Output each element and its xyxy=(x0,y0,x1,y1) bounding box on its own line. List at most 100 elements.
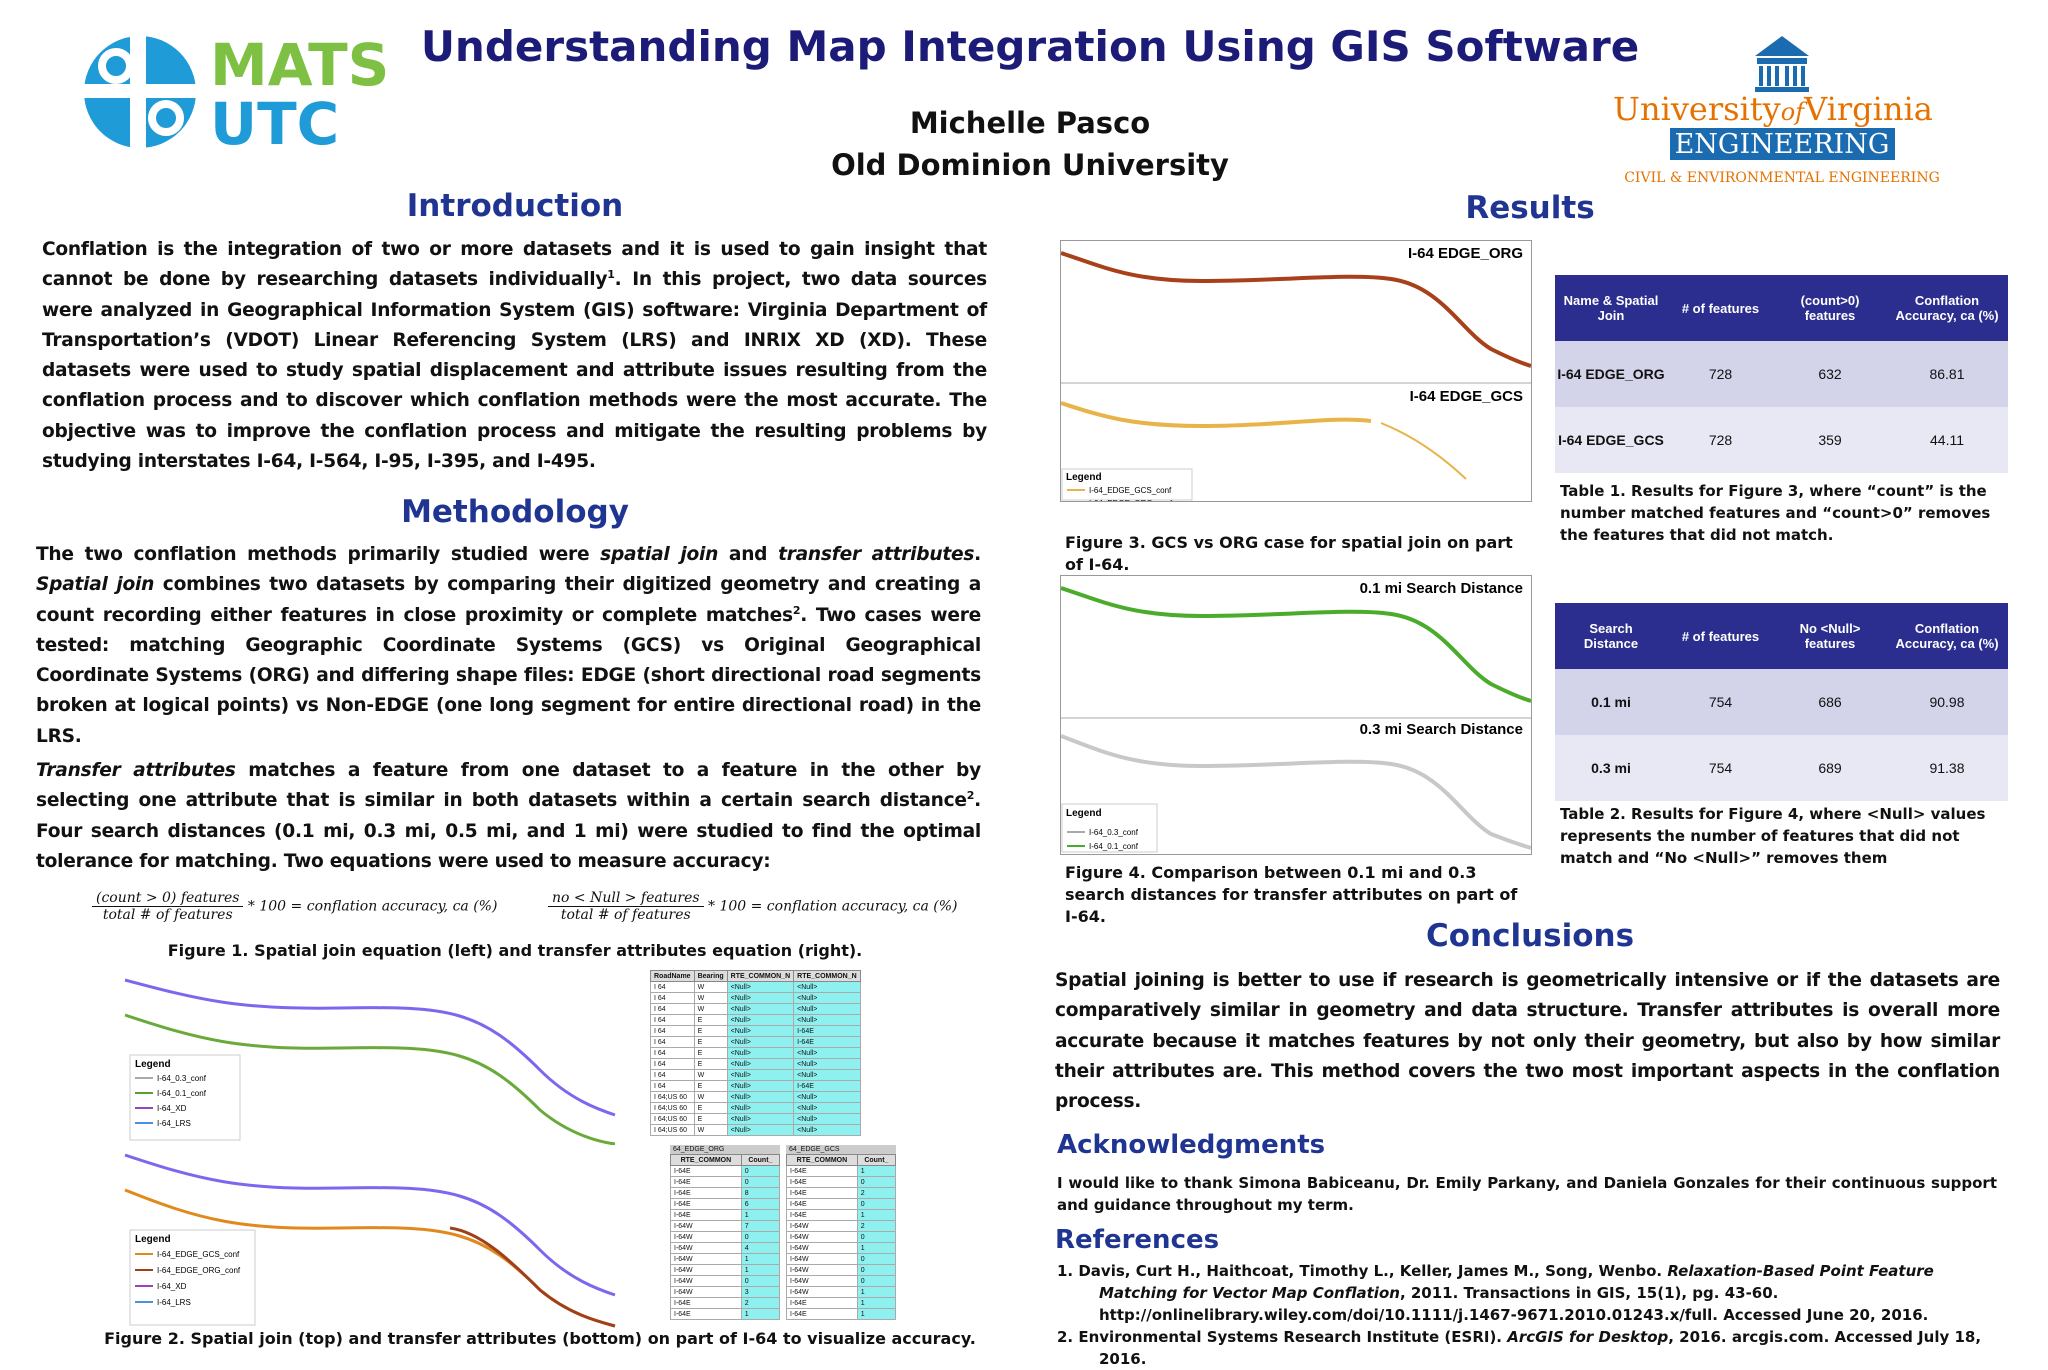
cell: 1 xyxy=(740,1209,781,1221)
cell: I-64E xyxy=(670,1297,742,1309)
results-table: Search Distance # of features No <Null> fe… xyxy=(1555,603,2008,801)
affiliation: Old Dominion University xyxy=(831,148,1229,182)
cell: I-64E xyxy=(786,1176,858,1188)
cell: 2 xyxy=(856,1220,897,1232)
reference: 2. Environmental Systems Research Instit… xyxy=(1057,1326,2007,1370)
cell: W xyxy=(693,1091,728,1103)
legend-box xyxy=(129,1054,241,1141)
legend-title: Legend xyxy=(135,1234,171,1245)
superscript: 2 xyxy=(792,603,801,617)
cell: 0 xyxy=(856,1176,897,1188)
denominator: total # of features xyxy=(560,907,691,923)
italic-run: ArcGIS for Desktop xyxy=(1507,1328,1669,1346)
cell: I-64W xyxy=(670,1253,742,1265)
figure3: I-64 EDGE_ORG I-64 EDGE_GCS Legend I-64_… xyxy=(1060,240,1532,502)
numerator: no < Null > features xyxy=(548,890,704,907)
cell: W xyxy=(693,981,728,993)
table-row: 0.1 mi 754 686 90.98 xyxy=(1555,669,2008,735)
cell: I 64 xyxy=(650,992,695,1004)
column-header: (count>0) features xyxy=(1774,275,1886,341)
text-run: , 2011. Transactions in GIS, 15(1), pg. … xyxy=(1099,1284,1929,1324)
table-row: I-64W 0 xyxy=(786,1253,897,1265)
legend-item: I-64_EDGE_ORG_conf xyxy=(157,1266,241,1275)
table-row: I 64 E <Null> <Null> xyxy=(650,1058,861,1070)
text-run: 1. Davis, Curt H., Haithcoat, Timothy L.… xyxy=(1057,1262,1668,1280)
text-run: The two conflation methods primarily stu… xyxy=(36,544,601,565)
cell: 0 xyxy=(856,1264,897,1276)
cell: I 64 xyxy=(650,1014,695,1026)
cell: <Null> xyxy=(793,1069,861,1081)
legend-title: Legend xyxy=(1066,808,1102,819)
legend-item: I-64_0.3_conf xyxy=(1089,828,1139,837)
italic-run: Relaxation-Based Point Feature Matching … xyxy=(1099,1262,1934,1302)
cell: I 64;US 60 xyxy=(650,1124,695,1136)
conclusions-text: Spatial joining is better to use if rese… xyxy=(1055,970,2000,1113)
uva-word: of xyxy=(1781,98,1808,126)
cell: <Null> xyxy=(793,992,861,1004)
count-tables-wrap: 64_EDGE_ORG RTE_COMMON Count_ I-64E 0 I-64E 0 I… xyxy=(670,1145,897,1320)
legend-box xyxy=(1061,803,1158,853)
table-row: 0.3 mi 754 689 91.38 xyxy=(1555,735,2008,801)
cell: I 64 xyxy=(650,1069,695,1081)
equation-result: * 100 = conflation accuracy, ca (%) xyxy=(247,898,498,915)
cell: <Null> xyxy=(726,1113,795,1125)
cell: E xyxy=(693,1036,728,1048)
figure2-bottom-map: Legend I-64_EDGE_GCS_conf I-64_EDGE_ORG_c… xyxy=(124,1153,616,1328)
cell: 0.1 mi xyxy=(1555,669,1667,735)
map-label: I-64 EDGE_ORG xyxy=(1408,245,1523,262)
table-row: I-64W 0 xyxy=(670,1231,781,1243)
cell: 0 xyxy=(740,1176,781,1188)
figure-caption: Figure 1. Spatial join equation (left) a… xyxy=(167,941,863,960)
column-header: Bearing xyxy=(693,970,728,982)
table-row: I 64 W <Null> <Null> xyxy=(650,992,861,1004)
table-row: I-64W 0 xyxy=(670,1275,781,1287)
rotunda-roof xyxy=(1755,36,1809,56)
text-run: , 2016. arcgis.com. Accessed July 18, 20… xyxy=(1099,1328,1982,1368)
table-row: I 64 E <Null> I-64E xyxy=(650,1025,861,1037)
uva-department: CIVIL & ENVIRONMENTAL ENGINEERING xyxy=(1624,170,1940,186)
results-table: Name & Spatial Join # of features (count>0… xyxy=(1555,275,2008,473)
cell: <Null> xyxy=(726,1124,795,1136)
legend-item: I-64_LRS xyxy=(157,1119,191,1128)
cell: 728 xyxy=(1667,407,1774,473)
column-header: Count_ xyxy=(740,1154,781,1166)
road-line xyxy=(449,1226,616,1328)
cell: I-64E xyxy=(670,1198,742,1210)
cell: I-64W xyxy=(786,1275,858,1287)
table-row: I-64W 1 xyxy=(670,1264,781,1276)
text-run: and xyxy=(718,544,779,565)
cell: <Null> xyxy=(726,1014,795,1026)
cell: <Null> xyxy=(726,1036,795,1048)
table-row: I-64E 1 xyxy=(670,1209,781,1221)
cell: I 64;US 60 xyxy=(650,1102,695,1114)
logo-text: MATS xyxy=(210,31,389,99)
cell: 689 xyxy=(1774,735,1886,801)
cell: W xyxy=(693,1069,728,1081)
cell: I-64W xyxy=(670,1220,742,1232)
table-row: I-64W 1 xyxy=(786,1286,897,1298)
figure2-top-map: Legend I-64_0.3_conf I-64_0.1_conf I-64_XD… xyxy=(124,978,616,1145)
column-header: Conflation Accuracy, ca (%) xyxy=(1886,275,2008,341)
cell: E xyxy=(693,1058,728,1070)
cell: 1 xyxy=(856,1242,897,1254)
cell: 632 xyxy=(1774,341,1886,407)
table-row: I-64E 1 xyxy=(670,1308,781,1320)
cell: I 64 xyxy=(650,1025,695,1037)
cell: I-64W xyxy=(670,1286,742,1298)
cell: W xyxy=(693,1003,728,1015)
header-row: RTE_COMMON Count_ xyxy=(670,1154,781,1166)
cell: I 64 xyxy=(650,1058,695,1070)
count-table: 64_EDGE_ORG RTE_COMMON Count_ I-64E 0 I-64E 0 I… xyxy=(670,1145,781,1320)
references-list: 1. Davis, Curt H., Haithcoat, Timothy L.… xyxy=(1057,1260,2007,1370)
table-row: I-64E 1 xyxy=(786,1297,897,1309)
logo-ring xyxy=(98,48,134,84)
text-run: . In this project, two data sources were… xyxy=(42,269,987,473)
legend-items: I-64_EDGE_GCS_conf I-64_EDGE_ORG_conf I-64… xyxy=(135,1250,241,1307)
column-header: Conflation Accuracy, ca (%) xyxy=(1886,603,2008,669)
cell: <Null> xyxy=(726,1080,795,1092)
legend-item: I-64_EDGE_ORG_conf xyxy=(1089,499,1173,502)
legend-item: I-64_0.1_conf xyxy=(1089,842,1139,851)
cell: 686 xyxy=(1774,669,1886,735)
figure4: 0.1 mi Search Distance 0.3 mi Search Dis… xyxy=(1060,575,1532,855)
cell: <Null> xyxy=(726,1069,795,1081)
